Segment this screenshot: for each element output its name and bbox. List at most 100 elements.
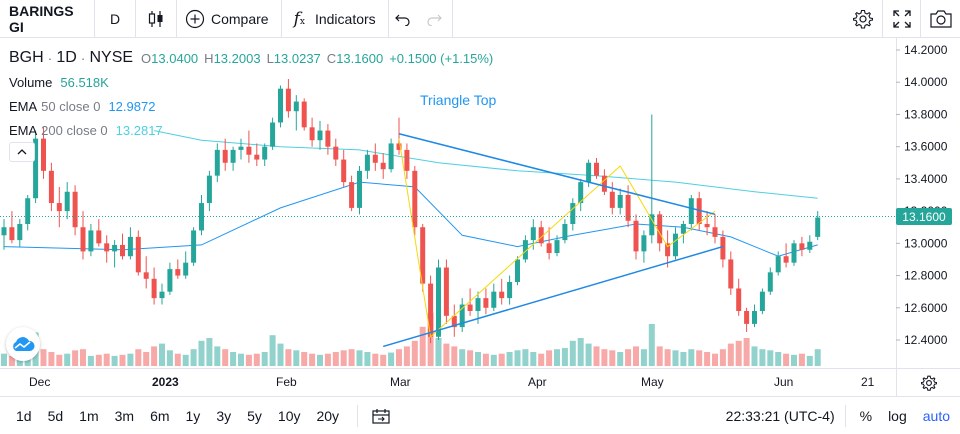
candle-body [752,311,757,324]
settings-button[interactable] [844,0,882,38]
candle-body [341,159,347,183]
low-value: 13.0237 [273,50,321,66]
candle-body [420,227,426,284]
volume-bar [443,343,450,366]
volume-bar [419,326,426,366]
redo-button[interactable] [417,0,453,38]
candle-body [459,304,465,328]
candle-body [475,298,481,311]
candle-body [807,241,813,250]
volume-bar [482,353,489,366]
price-tick-label: 12.4000 [904,333,948,347]
candle-body [665,243,671,257]
candle-body [688,198,694,224]
legend-separator: · [47,50,53,66]
volume-bar [56,354,63,366]
volume-bar [111,355,118,366]
volume-bar [380,354,387,366]
fullscreen-button[interactable] [882,0,920,38]
volume-bar [230,352,237,366]
triangle-top-pattern[interactable] [382,133,724,348]
range-10y-button[interactable]: 10y [277,407,301,424]
percent-scale-button[interactable]: % [859,407,873,424]
range-6m-button[interactable]: 6m [150,407,170,424]
range-1d-button[interactable]: 1d [16,407,32,424]
candle-body [609,191,615,208]
candle-body [41,138,46,171]
volume-legend-row[interactable]: Volume 56.518K [9,70,493,94]
pattern-label[interactable]: Triangle Top [420,92,497,108]
auto-scale-button[interactable]: auto [922,407,950,424]
ema200-params: 200 close 0 [41,122,108,138]
range-3m-button[interactable]: 3m [114,407,135,424]
price-tick-label: 12.8000 [904,269,948,283]
candle-body [380,162,386,170]
candle-body [759,291,765,311]
volume-bar [87,355,94,366]
symbol-search-button[interactable]: BARINGS GI [0,0,95,38]
ema50-value: 12.9872 [108,98,156,114]
chart-style-button[interactable] [136,0,177,38]
candle-body [96,230,102,244]
high-label: H [204,50,214,66]
candle-body [562,224,568,241]
price-axis[interactable]: 14.200014.000013.800013.600013.400013.20… [896,43,948,347]
legend-collapse-button[interactable] [9,142,35,162]
candle-body [594,162,599,176]
candle-body [538,227,544,244]
candle-body [522,240,528,260]
chart-legend: BGH · 1D · NYSE O 13.0400 H 13.2003 L 13.02… [9,46,493,142]
candle-body [404,149,410,171]
divider [844,404,846,427]
time-axis[interactable]: Dec 2023 Feb Mar Apr May Jun 21 [0,368,896,396]
bottom-toolbar: 1d 5d 1m 3m 6m 1y 3y 5y 10y 20y 22:33:21… [0,396,960,434]
range-3y-button[interactable]: 3y [216,407,232,424]
price-tick-label: 12.6000 [904,301,948,315]
volume-bar [593,346,600,366]
compare-button[interactable]: Compare [177,0,282,38]
candle-body [183,262,189,276]
volume-bar [317,354,323,366]
ema50-legend-row[interactable]: EMA 50 close 0 12.9872 [9,94,493,118]
candle-body [428,283,434,337]
function-icon: fx [293,8,305,29]
volume-bar [127,353,134,366]
screenshot-button[interactable] [920,0,960,38]
range-20y-button[interactable]: 20y [316,407,340,424]
clock[interactable]: 22:33:21 (UTC-4) [725,407,835,424]
ema200-legend-row[interactable]: EMA 200 close 0 13.2817 [9,118,493,142]
chart-pane[interactable]: 14.2000 14.0000 13.8000 13.6000 13.4000 13.20… [0,38,960,368]
tradingview-logo[interactable] [6,327,40,361]
candle-body [222,149,228,163]
go-to-date-button[interactable] [368,408,394,424]
range-5d-button[interactable]: 5d [47,407,64,424]
gear-icon [920,375,937,391]
volume-bar [759,349,766,366]
volume-bar [332,352,339,366]
undo-button[interactable] [389,0,417,38]
indicators-button[interactable]: fx Indicators [282,0,389,38]
range-5y-button[interactable]: 5y [247,407,262,424]
volume-bar [435,338,442,366]
volume-bar [719,349,726,366]
axis-settings-button[interactable] [896,368,960,396]
candle-body [720,236,726,260]
range-1y-button[interactable]: 1y [185,407,201,424]
range-1m-button[interactable]: 1m [79,407,99,424]
candle-body [72,191,78,228]
volume-bar [95,354,102,366]
log-scale-button[interactable]: log [888,407,907,424]
price-chart[interactable]: 14.2000 14.0000 13.8000 13.6000 13.4000 13.20… [0,38,960,368]
volume-bar [459,349,466,366]
volume-bar [467,350,474,366]
volume-bar [498,353,505,366]
interval-button[interactable]: D [95,0,136,38]
volume-bar [601,349,608,366]
candle-body [333,146,339,160]
legend-ticker[interactable]: BGH [9,49,44,66]
open-label: O [141,50,152,66]
time-axis-label: Feb [276,375,297,389]
volume-bar [222,349,229,366]
candle-body [696,198,702,224]
volume-bar [411,340,418,366]
